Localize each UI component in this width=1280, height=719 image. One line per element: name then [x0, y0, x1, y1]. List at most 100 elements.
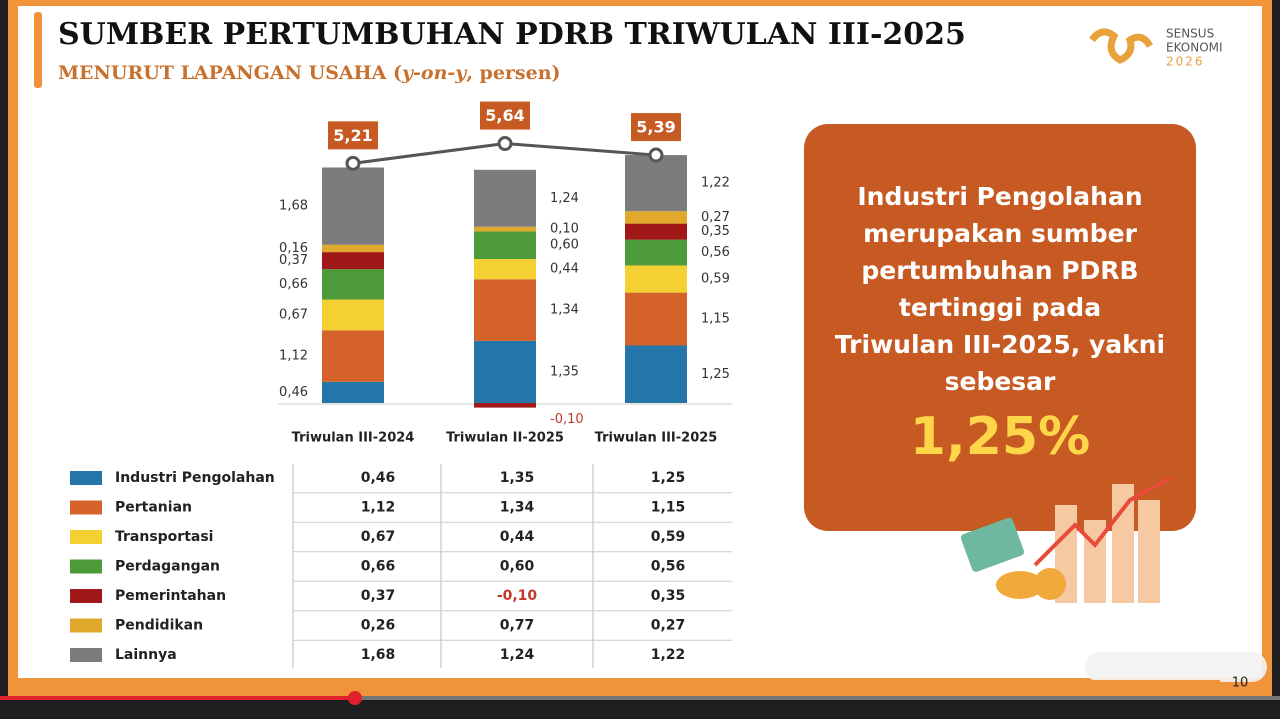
- legend-swatch: [70, 500, 102, 515]
- table-cell: 0,44: [500, 529, 535, 545]
- value-label: 0,27: [701, 210, 730, 225]
- value-label: 1,22: [701, 176, 730, 191]
- bar-segment: [625, 265, 687, 293]
- total-marker: [648, 147, 664, 163]
- bar-segment: [625, 223, 687, 240]
- bar-segment: [474, 231, 536, 260]
- value-label: 0,35: [701, 224, 730, 239]
- legend-swatch: [70, 618, 102, 633]
- table-cell: 1,34: [500, 500, 535, 516]
- value-label: 1,34: [550, 303, 579, 318]
- x-tick-label: Triwulan II-2025: [446, 431, 564, 446]
- table-cell: 1,22: [651, 647, 686, 663]
- table-cell: 0,56: [651, 559, 686, 575]
- table-cell: 1,68: [361, 647, 396, 663]
- illustration-coins: [1034, 568, 1066, 600]
- brand-logo: [1089, 28, 1154, 64]
- brand-text: 2026: [1166, 55, 1205, 69]
- subtitle-part: y-on-y: [401, 62, 468, 84]
- illustration: [960, 476, 1171, 603]
- row-label: Industri Pengolahan: [115, 470, 275, 486]
- bar-segment: [625, 345, 687, 403]
- bar-segment: [322, 381, 384, 403]
- value-label: 0,10: [550, 222, 579, 237]
- table-cell: 1,35: [500, 470, 535, 486]
- row-label: Pertanian: [115, 500, 192, 516]
- value-label: 0,16: [279, 241, 308, 256]
- value-label: 1,15: [701, 312, 730, 327]
- total-label: 5,21: [333, 126, 372, 145]
- progress-handle[interactable]: [348, 691, 362, 705]
- illustration-arrow: [1033, 476, 1171, 567]
- legend-swatch: [70, 589, 102, 603]
- table-cell: 0,67: [361, 529, 396, 545]
- table-cell: 0,46: [361, 470, 396, 486]
- value-label: -0,10: [550, 412, 584, 427]
- bar-segment: [474, 403, 536, 408]
- callout-text: tertinggi pada: [899, 293, 1101, 322]
- subtitle-part: MENURUT LAPANGAN USAHA (: [58, 62, 402, 84]
- x-tick-label: Triwulan III-2025: [595, 431, 718, 446]
- row-label: Pendidikan: [115, 618, 203, 634]
- value-label: 0,60: [550, 238, 579, 253]
- legend-swatch: [70, 559, 102, 574]
- table-cell: 0,59: [651, 529, 686, 545]
- table-cell: 1,25: [651, 470, 686, 486]
- value-label: 0,66: [279, 277, 308, 292]
- table-cell: 0,60: [500, 559, 535, 575]
- value-label: 0,44: [550, 262, 579, 277]
- subtitle-part: , persen): [466, 62, 560, 84]
- row-label: Perdagangan: [115, 559, 220, 575]
- bar-segment: [625, 155, 687, 212]
- value-label: 0,46: [279, 385, 308, 400]
- row-label: Transportasi: [115, 529, 213, 545]
- table-cell: 0,27: [651, 618, 686, 634]
- bar-segment: [625, 292, 687, 346]
- legend-swatch: [70, 471, 102, 485]
- bar-segment: [625, 211, 687, 224]
- legend-swatch: [70, 648, 102, 662]
- table-cell: 0,37: [361, 588, 396, 604]
- illustration-bar: [1138, 500, 1160, 603]
- callout-text: merupakan sumber: [863, 219, 1137, 248]
- total-label-box: [480, 101, 530, 130]
- illustration-coins: [996, 571, 1044, 599]
- total-label: 5,64: [485, 106, 524, 125]
- progress-played[interactable]: [0, 696, 355, 700]
- table-cell: 1,15: [651, 500, 686, 516]
- brand-text: SENSUS: [1166, 27, 1214, 41]
- progress-track: [0, 696, 1280, 700]
- total-label-box: [631, 113, 681, 142]
- callout-text: pertumbuhan PDRB: [861, 256, 1138, 285]
- page-number: 10: [1232, 676, 1249, 691]
- total-marker: [497, 136, 513, 152]
- table-cell: -0,10: [497, 588, 538, 604]
- value-label: 1,68: [279, 199, 308, 214]
- title-accent: [34, 12, 42, 88]
- callout-text: sebesar: [945, 367, 1056, 396]
- bar-segment: [322, 299, 384, 331]
- player-controls[interactable]: [1085, 652, 1267, 682]
- value-label: 1,24: [550, 191, 579, 206]
- callout-text: Industri Pengolahan: [857, 182, 1142, 211]
- bar-segment: [625, 239, 687, 266]
- bar-segment: [322, 252, 384, 270]
- value-label: 0,59: [701, 272, 730, 287]
- brand-text: EKONOMI: [1166, 41, 1223, 55]
- table-cell: 1,24: [500, 647, 535, 663]
- bar-segment: [474, 259, 536, 280]
- illustration-money: [960, 517, 1025, 572]
- total-label-box: [328, 121, 378, 150]
- callout-text: Triwulan III-2025, yakni: [835, 330, 1165, 359]
- bar-segment: [474, 279, 536, 341]
- title: SUMBER PERTUMBUHAN PDRB TRIWULAN III-202…: [58, 17, 966, 52]
- total-marker: [345, 155, 361, 171]
- bar-segment: [322, 167, 384, 245]
- value-label: 1,25: [701, 367, 730, 382]
- row-label: Pemerintahan: [115, 588, 226, 604]
- value-label: 0,67: [279, 307, 308, 322]
- callout-box: [804, 124, 1196, 531]
- table-cell: 1,12: [361, 500, 396, 516]
